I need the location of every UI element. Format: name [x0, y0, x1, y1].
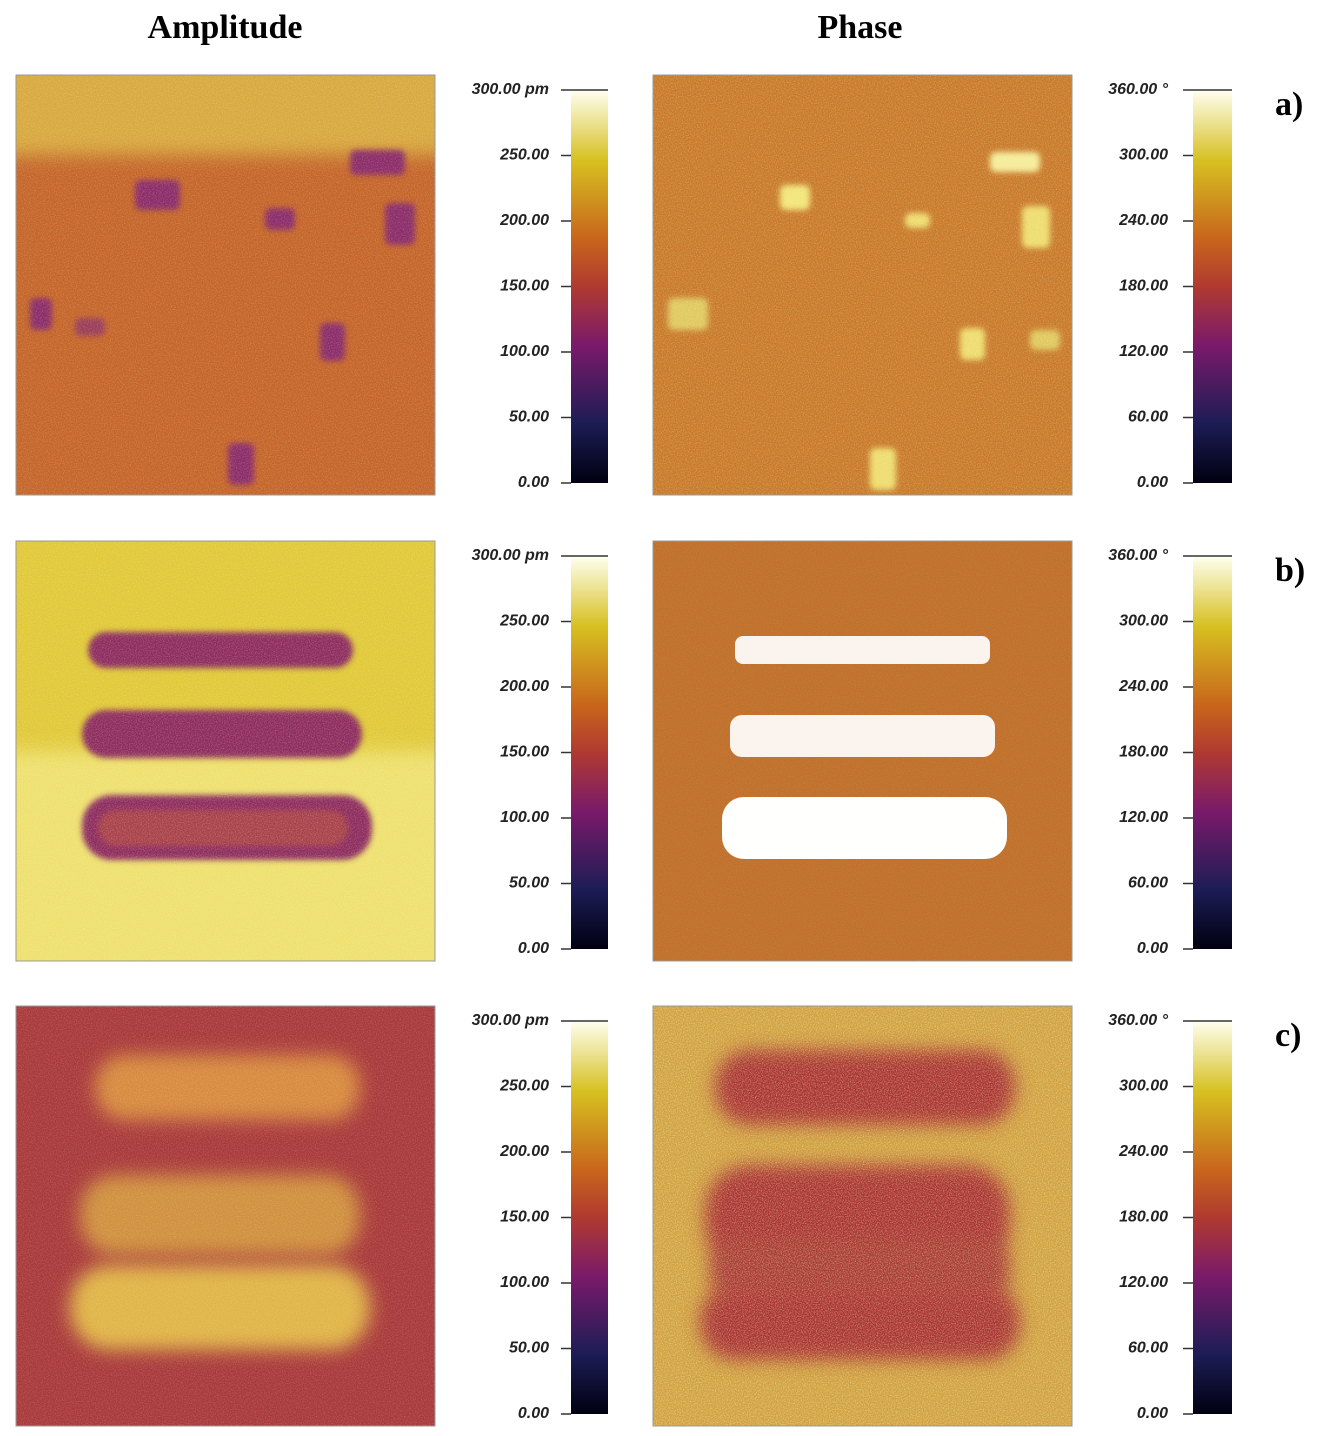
colorbar-tick-label: 150.00	[500, 1209, 549, 1226]
row-label: b)	[1275, 552, 1305, 589]
image-border	[15, 74, 436, 496]
scan-image	[15, 1005, 436, 1427]
colorbar-tick-label: 120.00	[1119, 809, 1168, 826]
colorbar-tick-label: 200.00	[499, 678, 549, 695]
image-border	[15, 1005, 436, 1427]
colorbar	[571, 556, 608, 949]
column-title: Phase	[818, 9, 903, 46]
colorbar-tick-label: 180.00	[1119, 744, 1168, 761]
image-content	[653, 75, 1072, 495]
colorbar-tick-label: 180.00	[1119, 1209, 1168, 1226]
colorbar-tick-label: 50.00	[509, 1340, 549, 1357]
image-noise	[16, 541, 435, 961]
colorbar-tick-label: 300.00	[1119, 147, 1168, 164]
scan-image	[652, 540, 1073, 962]
colorbar-tick-label: 250.00	[499, 1078, 549, 1095]
colorbar-tick-label: 100.00	[500, 1274, 549, 1291]
column-title: Amplitude	[148, 9, 303, 46]
colorbar-tick-label: 100.00	[500, 343, 549, 360]
image-border	[15, 540, 436, 962]
colorbar-tick-label: 100.00	[500, 809, 549, 826]
colorbar-tick-label: 250.00	[499, 613, 549, 630]
colorbar	[1193, 1021, 1232, 1414]
colorbar-tick-label: 300.00 pm	[472, 81, 549, 98]
colorbar-tick-label: 50.00	[509, 409, 549, 426]
colorbar-tick-label: 120.00	[1119, 1274, 1168, 1291]
colorbar-tick-label: 0.00	[1137, 940, 1168, 957]
colorbar	[571, 90, 608, 483]
scan-image	[15, 74, 436, 496]
colorbar-tick-label: 0.00	[1137, 474, 1168, 491]
colorbar-tick-label: 360.00 °	[1108, 1012, 1168, 1029]
scan-image	[652, 1005, 1073, 1427]
colorbar-tick-label: 180.00	[1119, 278, 1168, 295]
image-noise	[16, 75, 435, 495]
image-content	[16, 541, 435, 961]
image-noise	[16, 1006, 435, 1426]
colorbar-tick-label: 250.00	[499, 147, 549, 164]
colorbar-tick-label: 240.00	[1118, 212, 1168, 229]
scan-image	[652, 74, 1073, 496]
image-noise	[653, 541, 1072, 961]
image-noise	[653, 75, 1072, 495]
colorbar-tick-label: 300.00 pm	[472, 1012, 549, 1029]
colorbar-tick-label: 0.00	[1137, 1405, 1168, 1422]
colorbar	[571, 1021, 608, 1414]
image-content	[653, 541, 1072, 961]
colorbar-tick-label: 120.00	[1119, 343, 1168, 360]
colorbar-tick-label: 200.00	[499, 212, 549, 229]
colorbar-tick-label: 240.00	[1118, 1143, 1168, 1160]
colorbar-tick-label: 300.00	[1119, 1078, 1168, 1095]
colorbar-tick-label: 60.00	[1128, 1340, 1168, 1357]
image-border	[652, 1005, 1073, 1427]
image-border	[652, 74, 1073, 496]
colorbar-tick-label: 240.00	[1118, 678, 1168, 695]
colorbar-tick-label: 360.00 °	[1108, 81, 1168, 98]
colorbar	[1193, 90, 1232, 483]
colorbar-tick-label: 0.00	[518, 1405, 549, 1422]
colorbar-tick-label: 300.00	[1119, 613, 1168, 630]
colorbar-tick-label: 50.00	[509, 875, 549, 892]
image-border	[652, 540, 1073, 962]
image-noise	[653, 1006, 1072, 1426]
colorbar-tick-label: 360.00 °	[1108, 547, 1168, 564]
colorbar-tick-label: 0.00	[518, 474, 549, 491]
colorbar-tick-label: 60.00	[1128, 409, 1168, 426]
colorbar-tick-label: 0.00	[518, 940, 549, 957]
scan-image	[15, 540, 436, 962]
colorbar-tick-label: 300.00 pm	[472, 547, 549, 564]
row-label: a)	[1275, 86, 1303, 123]
colorbar-tick-label: 150.00	[500, 278, 549, 295]
colorbar-tick-label: 150.00	[500, 744, 549, 761]
colorbar-tick-label: 200.00	[499, 1143, 549, 1160]
image-content	[653, 1006, 1072, 1426]
colorbar	[1193, 556, 1232, 949]
row-label: c)	[1275, 1017, 1301, 1054]
image-content	[16, 1006, 435, 1426]
colorbar-tick-label: 60.00	[1128, 875, 1168, 892]
image-content	[16, 75, 435, 495]
